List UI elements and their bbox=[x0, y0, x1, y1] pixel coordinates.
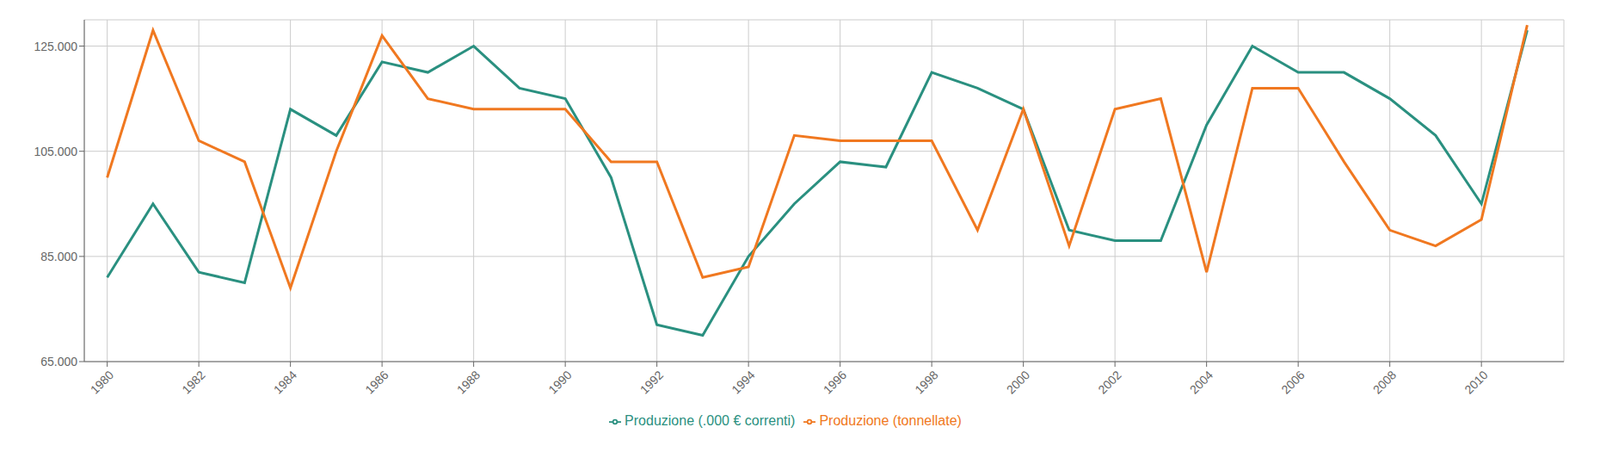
svg-text:2006: 2006 bbox=[1278, 367, 1307, 396]
svg-text:1986: 1986 bbox=[362, 367, 391, 396]
svg-text:1984: 1984 bbox=[270, 367, 300, 396]
svg-text:2008: 2008 bbox=[1370, 367, 1399, 396]
svg-text:2000: 2000 bbox=[1003, 367, 1033, 396]
html-text:Produzione (tonnellate): Produzione (tonnellate) bbox=[819, 412, 962, 428]
svg-text:1996: 1996 bbox=[820, 367, 850, 396]
svg-text:65.000: 65.000 bbox=[40, 354, 78, 369]
svg-text:85.000: 85.000 bbox=[40, 249, 78, 264]
svg-text:1992: 1992 bbox=[637, 367, 666, 396]
svg-text:2002: 2002 bbox=[1095, 367, 1124, 396]
svg-text:1988: 1988 bbox=[454, 367, 483, 396]
svg-text:1998: 1998 bbox=[911, 367, 941, 396]
svg-text:1980: 1980 bbox=[87, 367, 117, 396]
svg-text:105.000: 105.000 bbox=[33, 144, 78, 159]
svg-text:1994: 1994 bbox=[728, 367, 757, 396]
svg-text:125.000: 125.000 bbox=[33, 39, 78, 54]
svg-text:2010: 2010 bbox=[1461, 367, 1490, 396]
svg-text:1982: 1982 bbox=[178, 367, 208, 396]
html-text:Produzione (.000 € correnti): Produzione (.000 € correnti) bbox=[624, 412, 796, 428]
svg-text:1990: 1990 bbox=[545, 367, 574, 396]
svg-text:2004: 2004 bbox=[1187, 367, 1216, 396]
